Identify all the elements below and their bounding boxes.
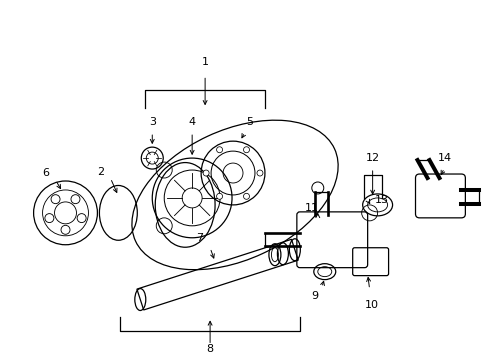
Circle shape	[256, 170, 263, 176]
Text: 9: 9	[310, 291, 318, 301]
Text: 12: 12	[365, 153, 379, 163]
Text: 5: 5	[246, 117, 253, 127]
Text: 13: 13	[374, 195, 388, 205]
Text: 14: 14	[436, 153, 450, 163]
Text: 11: 11	[304, 203, 318, 213]
Circle shape	[216, 147, 222, 153]
Circle shape	[243, 147, 249, 153]
Text: 4: 4	[188, 117, 195, 127]
Text: 6: 6	[42, 168, 49, 178]
Circle shape	[51, 195, 60, 204]
Circle shape	[71, 195, 80, 204]
Text: 2: 2	[97, 167, 104, 177]
Circle shape	[216, 193, 222, 199]
Circle shape	[203, 170, 209, 176]
Text: 7: 7	[196, 233, 203, 243]
Circle shape	[243, 193, 249, 199]
Circle shape	[61, 225, 70, 234]
Text: 8: 8	[206, 345, 213, 354]
Text: 3: 3	[148, 117, 156, 127]
Circle shape	[45, 213, 54, 222]
Text: 1: 1	[201, 58, 208, 67]
Text: 10: 10	[364, 300, 378, 310]
Circle shape	[77, 213, 86, 222]
